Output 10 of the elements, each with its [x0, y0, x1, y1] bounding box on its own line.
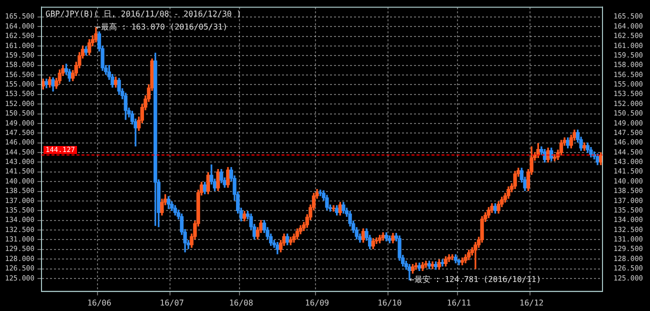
x-tick-label: 16/10 — [378, 298, 402, 308]
chart-title: GBP/JPY(B)( 日, 2016/11/08 - 2016/12/30 ) — [46, 9, 242, 18]
annotation: ←最高 : 163.870 (2016/05/31) — [96, 22, 228, 32]
x-tick-label: 16/09 — [305, 298, 330, 308]
x-tick-label: 16/08 — [229, 298, 254, 308]
annotation: ←最安 : 124.781 (2016/10/11) — [409, 274, 542, 284]
x-tick-label: 16/06 — [87, 298, 112, 308]
x-tick-label: 16/11 — [446, 298, 472, 308]
x-tick-label: 16/12 — [520, 298, 544, 308]
x-tick-label: 16/07 — [160, 298, 184, 308]
